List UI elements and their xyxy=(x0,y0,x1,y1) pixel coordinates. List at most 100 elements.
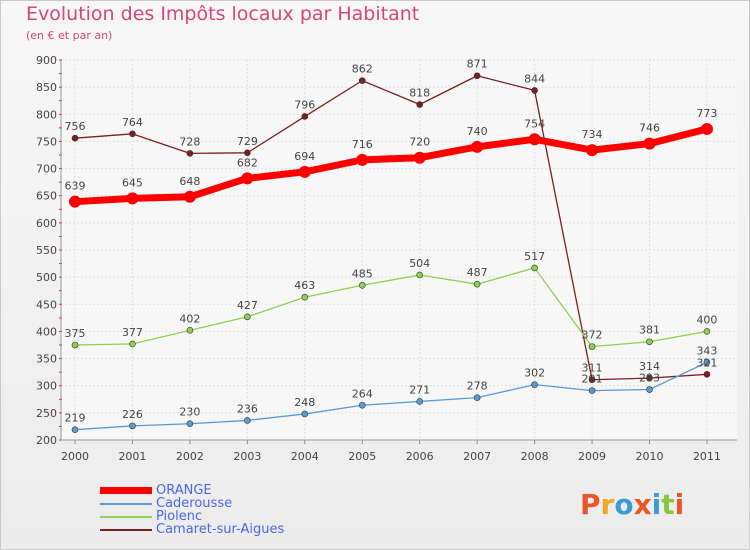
x-tick-label: 2003 xyxy=(233,450,261,463)
x-tick-label: 2011 xyxy=(693,450,721,463)
data-label-caderousse: 219 xyxy=(65,412,86,425)
data-point-orange xyxy=(298,165,311,178)
data-label-camaret: 756 xyxy=(65,120,86,133)
data-label-caderousse: 293 xyxy=(639,372,660,385)
y-tick-label: 500 xyxy=(36,271,57,284)
data-point-orange xyxy=(356,153,369,166)
chart-title: Evolution des Impôts locaux par Habitant xyxy=(26,3,420,25)
data-point-piolenc xyxy=(416,271,424,279)
data-label-orange: 734 xyxy=(582,128,603,141)
legend-swatch-camaret xyxy=(100,528,152,531)
legend: ORANGE Caderousse Piolenc Camaret-sur-Ai… xyxy=(100,484,284,536)
data-point-camaret xyxy=(358,77,366,84)
data-point-camaret xyxy=(129,130,136,138)
data-point-orange xyxy=(126,192,139,205)
data-label-camaret: 729 xyxy=(237,135,258,148)
data-label-piolenc: 375 xyxy=(65,327,86,340)
legend-label-camaret: Camaret-sur-Aigues xyxy=(156,522,285,537)
data-point-orange xyxy=(183,190,196,203)
data-label-piolenc: 381 xyxy=(639,324,660,337)
data-point-piolenc xyxy=(646,338,653,346)
data-point-piolenc xyxy=(703,328,711,335)
data-label-piolenc: 463 xyxy=(294,279,315,292)
data-point-piolenc xyxy=(588,343,596,350)
data-point-orange xyxy=(471,140,484,153)
y-tick-label: 350 xyxy=(36,353,57,366)
x-tick-label: 2000 xyxy=(61,450,89,463)
data-label-caderousse: 236 xyxy=(237,402,258,415)
data-point-camaret xyxy=(71,134,79,142)
data-point-caderousse xyxy=(358,401,366,409)
y-tick-label: 200 xyxy=(36,434,57,447)
data-label-caderousse: 226 xyxy=(122,408,143,421)
data-point-piolenc xyxy=(244,313,251,321)
y-tick-label: 700 xyxy=(36,163,57,176)
data-label-orange: 716 xyxy=(352,138,373,151)
x-tick-label: 2002 xyxy=(176,450,204,463)
y-tick-label: 450 xyxy=(36,298,57,311)
x-tick-label: 2010 xyxy=(636,450,664,463)
data-point-camaret xyxy=(703,371,711,378)
data-label-camaret: 728 xyxy=(179,135,200,148)
legend-item-caderousse: Caderousse xyxy=(100,497,284,510)
y-tick-label: 750 xyxy=(36,135,57,148)
data-point-piolenc xyxy=(531,264,538,272)
x-tick-label: 2006 xyxy=(406,450,434,463)
data-label-orange: 746 xyxy=(639,122,660,135)
x-tick-label: 2005 xyxy=(348,450,376,463)
data-point-caderousse xyxy=(301,410,309,418)
y-tick-label: 250 xyxy=(36,407,57,420)
data-label-orange: 645 xyxy=(122,176,143,189)
data-label-camaret: 871 xyxy=(467,58,488,71)
data-point-piolenc xyxy=(301,293,309,301)
data-label-caderousse: 264 xyxy=(352,387,373,400)
x-tick-label: 2009 xyxy=(578,450,606,463)
data-label-piolenc: 485 xyxy=(352,267,373,280)
data-point-orange xyxy=(241,172,254,185)
data-point-caderousse xyxy=(186,420,194,428)
data-label-piolenc: 504 xyxy=(409,257,430,270)
data-label-piolenc: 517 xyxy=(524,250,545,263)
data-point-caderousse xyxy=(646,386,653,393)
data-label-camaret: 311 xyxy=(582,362,603,375)
data-point-caderousse xyxy=(531,381,538,388)
data-point-camaret xyxy=(244,149,251,157)
data-label-orange: 639 xyxy=(65,180,86,193)
data-point-caderousse xyxy=(71,426,79,433)
data-point-camaret xyxy=(588,376,596,384)
data-point-orange xyxy=(528,133,541,146)
data-label-orange: 773 xyxy=(696,107,717,120)
data-label-camaret: 796 xyxy=(294,98,315,111)
legend-item-camaret: Camaret-sur-Aigues xyxy=(100,523,284,536)
legend-label-piolenc: Piolenc xyxy=(156,509,203,524)
data-point-camaret xyxy=(416,101,424,108)
data-label-camaret: 862 xyxy=(352,63,373,76)
data-point-camaret xyxy=(301,113,309,120)
series-line-camaret xyxy=(74,75,707,381)
y-tick-label: 300 xyxy=(36,380,57,393)
data-label-piolenc: 400 xyxy=(696,313,717,326)
data-label-caderousse: 230 xyxy=(179,406,200,419)
data-label-camaret: 764 xyxy=(122,116,143,129)
data-point-piolenc xyxy=(186,327,194,334)
legend-swatch-caderousse xyxy=(100,502,152,505)
y-tick-label: 650 xyxy=(36,190,57,203)
data-label-orange: 648 xyxy=(179,175,200,188)
data-label-caderousse: 291 xyxy=(582,373,603,386)
data-point-piolenc xyxy=(71,341,79,349)
data-label-camaret: 844 xyxy=(524,72,545,85)
series-line-piolenc xyxy=(74,267,708,348)
data-label-orange: 682 xyxy=(237,156,258,169)
data-label-caderousse: 302 xyxy=(524,367,545,380)
data-point-orange xyxy=(69,195,81,208)
data-point-camaret xyxy=(186,150,194,157)
data-point-caderousse xyxy=(703,359,711,366)
data-point-caderousse xyxy=(244,417,251,424)
data-label-orange: 740 xyxy=(467,125,488,138)
data-label-piolenc: 377 xyxy=(122,326,143,339)
proxiti-logo: Proxiti xyxy=(580,488,685,521)
legend-item-piolenc: Piolenc xyxy=(100,510,284,523)
data-label-piolenc: 402 xyxy=(179,312,200,325)
data-point-piolenc xyxy=(129,340,136,348)
